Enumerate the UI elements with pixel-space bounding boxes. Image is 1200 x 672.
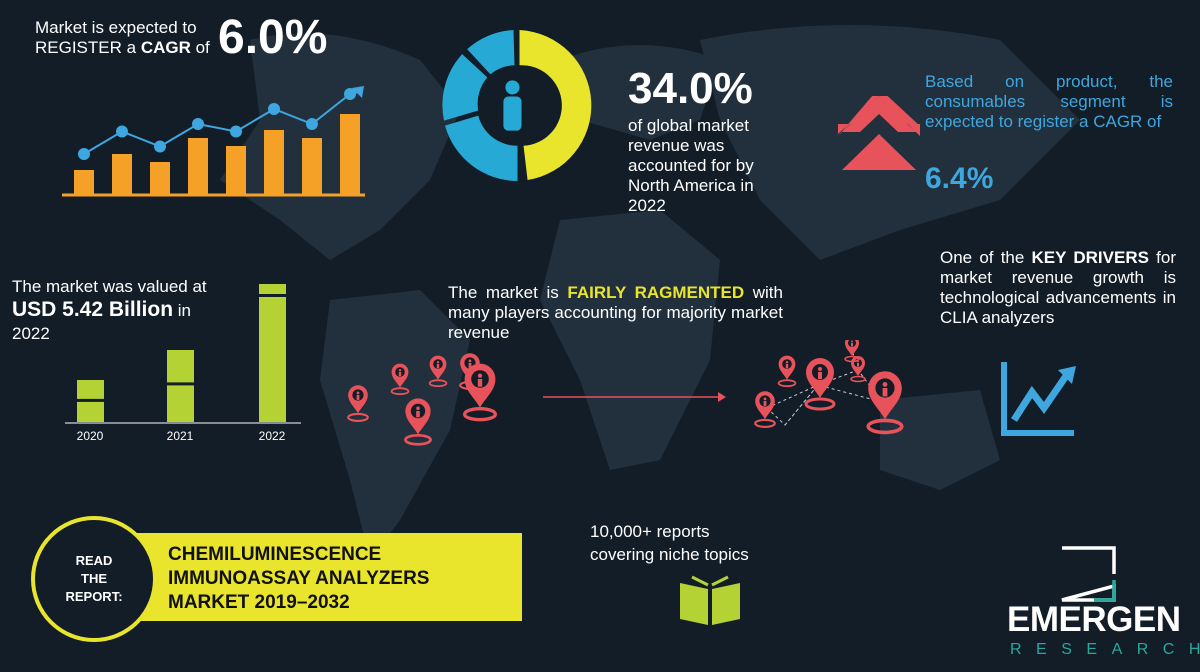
fragmented-text: The market is FAIRLY RAGMENTED with many… xyxy=(448,283,783,342)
trend-bar xyxy=(150,162,170,194)
valuation-text: The market was valued at USD 5.42 Billio… xyxy=(12,277,207,343)
location-pin-icon xyxy=(754,391,776,428)
market-players-pins-icon xyxy=(347,340,904,446)
location-pin-icon xyxy=(462,363,498,422)
cagr-label: Market is expected to REGISTER a CAGR of xyxy=(35,18,210,57)
trend-bar xyxy=(302,138,322,194)
bar-stripe xyxy=(167,382,194,386)
segment-text: Based on product, the consumables segmen… xyxy=(925,72,1173,131)
segment-value: 6.4% xyxy=(925,162,994,195)
valuation-bar-2022 xyxy=(259,284,286,422)
growth-arrow-icon xyxy=(1001,362,1076,436)
bar-stripe xyxy=(259,294,286,297)
bar-stripe xyxy=(77,398,104,402)
valuation-year-label: 2020 xyxy=(77,429,104,443)
trend-bar xyxy=(226,146,246,194)
share-value: 34.0% xyxy=(628,64,753,113)
report-title-banner[interactable]: CHEMILUMINESCENCE IMMUNOASSAY ANALYZERS MA… xyxy=(135,533,522,621)
location-pin-icon xyxy=(347,385,369,422)
logo-name: EMERGEN xyxy=(1007,600,1181,639)
logo-sub: RESEARCH xyxy=(1010,641,1200,658)
cagr-value: 6.0% xyxy=(218,11,328,64)
trend-bar xyxy=(74,170,94,194)
trend-bar xyxy=(188,138,208,194)
trend-point xyxy=(116,125,128,138)
location-pin-icon xyxy=(866,371,904,435)
trend-arrowhead xyxy=(352,86,364,98)
reports-count-text: 10,000+ reports covering niche topics xyxy=(590,522,749,564)
valuation-year-label: 2022 xyxy=(259,429,286,443)
trend-point xyxy=(268,103,280,115)
drivers-text: One of the KEY DRIVERS for market revenu… xyxy=(940,248,1176,327)
trend-point xyxy=(78,148,90,160)
trend-bar xyxy=(112,154,132,194)
location-pin-icon xyxy=(404,398,432,446)
trend-point xyxy=(192,118,204,130)
location-pin-icon xyxy=(844,340,860,363)
trend-bar xyxy=(340,114,360,194)
trend-bar xyxy=(264,130,284,194)
valuation-year-label: 2021 xyxy=(167,429,194,443)
location-pin-icon xyxy=(390,363,410,396)
trend-point xyxy=(306,118,318,130)
valuation-bar-2021 xyxy=(167,350,194,422)
read-report-badge[interactable]: READ THE REPORT: xyxy=(31,516,157,642)
share-text: of global market revenue was accounted for… xyxy=(628,116,754,215)
trend-point xyxy=(344,88,356,100)
chevron-up-icon xyxy=(838,96,920,170)
valuation-bar-chart: 2020 2021 2022 xyxy=(65,270,305,445)
book-icon xyxy=(680,575,740,625)
trend-point xyxy=(230,125,242,138)
trend-point xyxy=(154,140,166,153)
donut-chart-icon xyxy=(442,30,592,181)
location-pin-icon xyxy=(428,355,448,388)
location-pin-icon xyxy=(804,358,836,411)
growth-bar-chart-icon xyxy=(62,86,365,197)
location-pin-icon xyxy=(777,355,797,388)
logo-mark xyxy=(1061,546,1116,602)
